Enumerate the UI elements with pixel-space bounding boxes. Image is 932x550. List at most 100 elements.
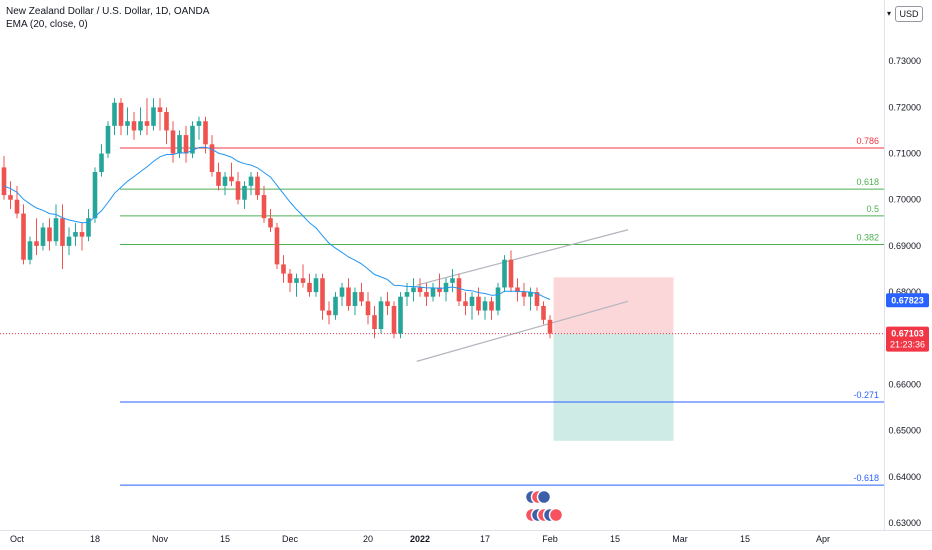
candle-body (170, 130, 176, 154)
candle (99, 144, 104, 177)
channel-line (416, 229, 629, 286)
candle (437, 273, 442, 297)
symbol-title[interactable]: New Zealand Dollar / U.S. Dollar, 1D, OA… (6, 6, 210, 17)
candle-body (268, 218, 273, 228)
candle-body (437, 287, 442, 293)
candle (372, 305, 377, 339)
candle (66, 227, 72, 256)
candle-body (456, 278, 462, 302)
candle-body (203, 121, 208, 145)
time-tick-label: Nov (152, 534, 169, 544)
candle-body (1, 167, 7, 196)
candle (164, 107, 169, 145)
time-tick-label: Apr (816, 534, 830, 544)
candle (53, 204, 59, 246)
fib-level-label: -0.618 (853, 473, 879, 483)
candle (398, 292, 403, 339)
currency-button[interactable]: USD (895, 6, 923, 22)
candle (333, 292, 338, 320)
candle-body (60, 218, 65, 246)
candle (326, 301, 332, 325)
fib-level-label: 0.382 (856, 233, 879, 243)
candle (255, 172, 260, 200)
time-tick-label: 15 (740, 534, 750, 544)
candle (456, 273, 462, 306)
candle-body (53, 218, 59, 242)
candle-body (66, 236, 72, 246)
candle (534, 287, 540, 311)
candle-body (216, 172, 221, 186)
economic-event-icon (536, 489, 552, 505)
candle-body (112, 102, 117, 126)
candle (515, 278, 520, 302)
candle-body (248, 176, 254, 186)
candle-body (281, 264, 286, 274)
candle (281, 255, 286, 283)
fib-level-label: -0.271 (853, 390, 879, 400)
candle (60, 204, 65, 269)
candle (352, 287, 358, 316)
candle (320, 273, 325, 320)
candle-body (417, 287, 423, 293)
candle-body (391, 305, 397, 334)
price-tick-label: 0.63000 (888, 518, 921, 528)
fib-level-label: 0.5 (866, 204, 879, 214)
candle (424, 282, 429, 306)
candle-body (125, 121, 130, 126)
candle-body (229, 176, 234, 182)
price-tick-label: 0.66000 (888, 379, 921, 389)
candle (216, 162, 221, 191)
candle (118, 98, 124, 136)
candle (502, 255, 507, 293)
candle (307, 273, 312, 297)
time-tick-label: 15 (220, 534, 230, 544)
candle-body (177, 135, 182, 154)
chevron-down-icon[interactable]: ▾ (887, 9, 892, 18)
candle-body (502, 259, 507, 288)
candle (274, 222, 280, 269)
candle (196, 116, 202, 140)
candle-body (144, 121, 150, 126)
take-profit-zone (553, 333, 674, 441)
candle (359, 282, 364, 306)
candle (261, 185, 267, 223)
candle-body (398, 296, 403, 334)
currency-label: USD (899, 9, 919, 19)
indicator-legend[interactable]: EMA (20, close, 0) (6, 19, 88, 30)
candle (489, 296, 494, 320)
candle-body (151, 107, 156, 126)
time-axis: Oct 18 Nov 15 Dec 20 2022 17 Feb 15 Mar 15 Apr (10, 534, 830, 544)
candle (294, 273, 299, 297)
candle-body (320, 278, 325, 311)
candle (313, 273, 319, 297)
candle-body (138, 121, 143, 131)
time-tick-label: 20 (363, 534, 373, 544)
candle (144, 98, 150, 136)
fib-level-label: 0.618 (856, 177, 879, 187)
candle (112, 98, 117, 136)
candle-body (534, 292, 540, 306)
candle-body (352, 292, 358, 306)
candle-body (339, 287, 345, 297)
time-tick-label: Dec (282, 534, 299, 544)
ema-value-label: 0.67823 (891, 295, 924, 305)
time-tick-label: 18 (90, 534, 100, 544)
candle-body (515, 287, 520, 293)
candle (157, 98, 163, 131)
events-flags-icon (524, 489, 564, 523)
candle-body (476, 296, 481, 311)
candle (528, 287, 533, 311)
candle (27, 236, 33, 265)
candle-body (495, 287, 501, 311)
price-tick-label: 0.64000 (888, 472, 921, 482)
candle (40, 222, 46, 251)
time-tick-label: 17 (480, 534, 490, 544)
time-tick-label: Feb (542, 534, 558, 544)
candle-body (450, 278, 455, 283)
candle-body (14, 199, 20, 214)
candle (92, 167, 98, 223)
candle-body (541, 305, 546, 320)
